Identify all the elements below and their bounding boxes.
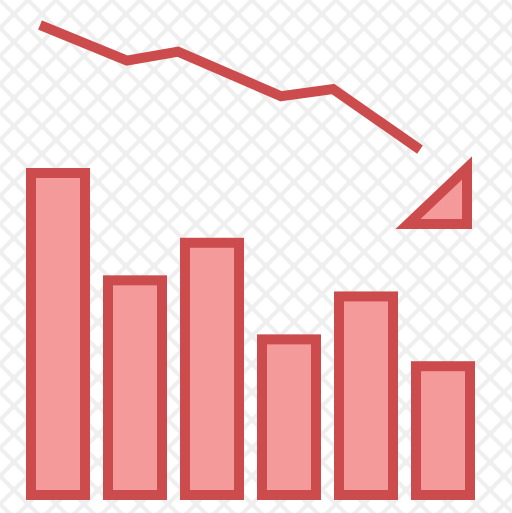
bar-6 xyxy=(411,361,475,501)
trend-group xyxy=(38,20,472,229)
bar-group xyxy=(26,168,475,501)
bar-4 xyxy=(257,334,321,500)
bar-1 xyxy=(26,168,90,500)
bar-2 xyxy=(103,275,167,501)
trend-line xyxy=(38,20,423,154)
bar-5 xyxy=(334,291,398,500)
arrow-head-icon xyxy=(395,156,472,229)
bar-3 xyxy=(180,237,244,500)
